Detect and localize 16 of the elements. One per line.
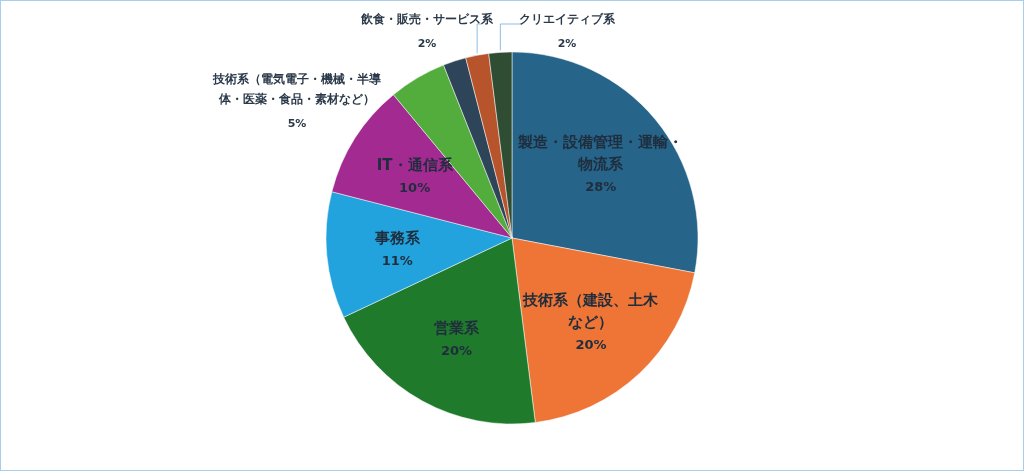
slice-label: 営業系 <box>433 319 480 338</box>
slice-label: IT・通信系 <box>376 156 454 175</box>
data-label: 5% <box>287 117 307 130</box>
data-label: 20% <box>575 337 607 353</box>
slice-label: 技術系（電気電子・機械・半導体・医薬・食品・素材など） <box>212 72 382 106</box>
slice-label: クリエイティブ系 <box>519 12 616 26</box>
data-label: 20% <box>440 343 473 359</box>
data-label: 10% <box>399 180 431 196</box>
slice-label: 技術系（建設、土木など） <box>522 291 660 332</box>
data-label: 2% <box>557 37 577 50</box>
slice-label: 事務系 <box>373 228 421 247</box>
slice-label: 飲食・販売・サービス系 <box>360 12 494 26</box>
data-label: 28% <box>585 179 617 195</box>
data-label: 2% <box>417 37 437 50</box>
slice-label: 製造・設備管理・運輸・物流系 <box>517 133 684 174</box>
data-label: 11% <box>381 252 413 268</box>
